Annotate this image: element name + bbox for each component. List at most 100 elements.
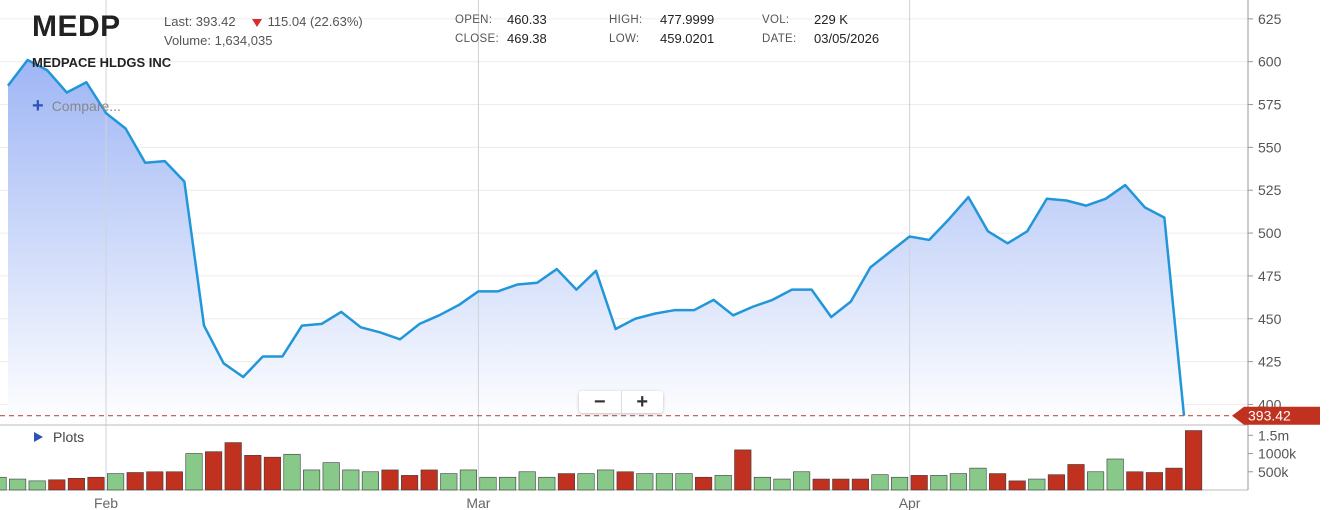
volume-bar [851, 478, 869, 491]
last-price: Last: 393.42 [164, 14, 236, 29]
low-value: 459.0201 [660, 31, 715, 46]
close-value: 469.38 [507, 31, 547, 46]
volume-bar [655, 473, 673, 491]
volume-bar [342, 469, 360, 491]
volume-bar [636, 473, 654, 491]
zoom-out-button[interactable]: − [593, 391, 606, 413]
volume-bar [146, 471, 164, 491]
volume-bar [871, 474, 889, 491]
volume-bar [675, 473, 693, 491]
price-area-fill [8, 59, 1184, 426]
open-value: 460.33 [507, 12, 547, 27]
plots-toggle[interactable]: Plots [34, 429, 84, 445]
vol-label: VOL: [762, 14, 790, 26]
volume-bar [165, 471, 183, 491]
price-change: 115.04 (22.63%) [267, 14, 363, 29]
volume-bar [107, 473, 125, 491]
volume-bar [401, 475, 419, 491]
company-name: MEDPACE HLDGS INC [32, 55, 172, 70]
x-tick-label: Apr [899, 495, 921, 510]
y-tick-label: 550 [1258, 139, 1282, 155]
volume-bar [1126, 471, 1144, 491]
close-label: CLOSE: [455, 33, 499, 45]
volume-bar [557, 473, 575, 491]
volume-bar [420, 469, 438, 491]
volume-bar [1087, 471, 1105, 491]
volume-bar [1047, 474, 1065, 491]
price-line [7, 58, 1186, 416]
volume-bar [538, 476, 556, 491]
volume-bar [597, 469, 615, 491]
volume-bar [28, 480, 46, 491]
zoom-in-button[interactable]: + [620, 391, 664, 413]
plus-icon: + [32, 95, 44, 117]
plots-label: Plots [53, 429, 85, 445]
volume-bar [499, 476, 517, 491]
y-tick-label: 600 [1258, 54, 1282, 70]
y-tick-label: 425 [1258, 354, 1282, 370]
volume-bar [361, 471, 379, 491]
volume-bar [322, 462, 340, 491]
volume-bar [459, 469, 477, 491]
play-triangle-icon [34, 432, 43, 442]
ticker-symbol: MEDP [32, 10, 121, 43]
last-price-badge-label: 393.42 [1248, 408, 1291, 424]
x-tick-label: Feb [94, 495, 118, 510]
y-tick-label: 500 [1258, 225, 1282, 241]
volume-bar [910, 475, 928, 491]
compare-button[interactable]: + Compare... [32, 95, 121, 117]
volume-bar [930, 475, 948, 491]
open-label: OPEN: [455, 14, 493, 26]
volume-bar [244, 455, 262, 491]
volume-bar [793, 471, 811, 491]
volume-tick-label: 1.5m [1258, 427, 1289, 443]
volume-bar [224, 442, 242, 491]
volume-bar [969, 467, 987, 491]
volume-bar [87, 476, 105, 491]
volume-bar [1165, 467, 1183, 491]
y-tick-label: 625 [1258, 11, 1282, 27]
volume-bar [479, 476, 497, 491]
volume-bar [263, 456, 281, 491]
last-price-line: Last: 393.42 115.04 (22.63%) [164, 14, 363, 29]
volume-bar [205, 451, 223, 491]
volume-bar [989, 473, 1007, 491]
y-tick-label: 575 [1258, 97, 1282, 113]
date-label: DATE: [762, 33, 797, 45]
volume-bar [695, 476, 713, 491]
date-value: 03/05/2026 [814, 31, 880, 46]
vol-value: 229 K [814, 12, 848, 27]
volume-bar [48, 479, 66, 491]
volume-bar [440, 473, 458, 491]
volume-bar [1185, 430, 1203, 491]
volume-bar [0, 476, 7, 491]
volume-bar [616, 471, 634, 491]
volume-bar [773, 478, 791, 491]
volume-bar [185, 453, 203, 491]
volume-bar [734, 449, 752, 491]
volume-bar [812, 478, 830, 491]
volume-bar [577, 473, 595, 491]
volume-bar [753, 476, 771, 491]
volume-bar [1106, 458, 1124, 491]
last-price-badge [1232, 406, 1320, 425]
high-label: HIGH: [609, 14, 643, 26]
volume-bar [1145, 472, 1163, 491]
volume-tick-label: 1000k [1258, 446, 1297, 462]
volume-bar [381, 469, 399, 491]
volume-bar [9, 478, 27, 491]
volume-bar [67, 478, 85, 491]
volume-bar [949, 473, 967, 491]
volume-bar [1067, 464, 1085, 491]
volume-bar [1008, 480, 1026, 491]
y-tick-label: 525 [1258, 182, 1282, 198]
volume-bar [126, 472, 144, 491]
x-tick-label: Mar [466, 495, 490, 510]
zoom-controls: − + [579, 391, 663, 413]
volume-bar [1028, 478, 1046, 491]
y-tick-label: 450 [1258, 311, 1282, 327]
high-value: 477.9999 [660, 12, 715, 27]
volume-tick-label: 500k [1258, 464, 1289, 480]
volume-bar [891, 476, 909, 491]
y-tick-label: 475 [1258, 268, 1282, 284]
